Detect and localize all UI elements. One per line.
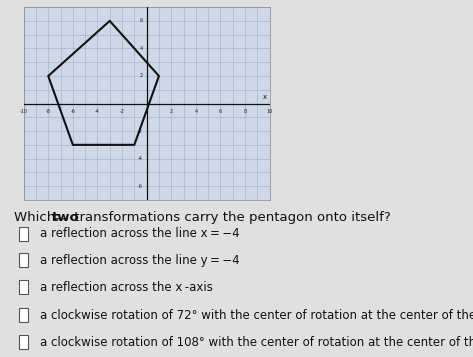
Text: 2: 2 xyxy=(140,74,143,79)
Bar xyxy=(19,280,28,294)
Text: -10: -10 xyxy=(20,109,27,114)
Bar xyxy=(19,253,28,267)
Text: 2: 2 xyxy=(170,109,173,114)
Text: -4: -4 xyxy=(138,156,143,161)
Text: a clockwise rotation of 72° with the center of rotation at the center of the pen: a clockwise rotation of 72° with the cen… xyxy=(40,309,473,322)
Text: 10: 10 xyxy=(266,109,273,114)
Text: a clockwise rotation of 108° with the center of rotation at the center of the pe: a clockwise rotation of 108° with the ce… xyxy=(40,336,473,348)
Text: -8: -8 xyxy=(46,109,51,114)
Text: 6: 6 xyxy=(219,109,222,114)
Text: a reflection across the line y = −4: a reflection across the line y = −4 xyxy=(40,254,240,267)
Text: transformations carry the pentagon onto itself?: transformations carry the pentagon onto … xyxy=(70,211,391,224)
Text: 4: 4 xyxy=(194,109,197,114)
Text: x: x xyxy=(263,94,267,100)
Text: -6: -6 xyxy=(138,183,143,188)
Text: 4: 4 xyxy=(140,46,143,51)
Bar xyxy=(19,227,28,241)
Text: a reflection across the x -axis: a reflection across the x -axis xyxy=(40,281,213,293)
Bar xyxy=(19,308,28,322)
Text: 8: 8 xyxy=(244,109,246,114)
Text: -4: -4 xyxy=(95,109,100,114)
Text: -2: -2 xyxy=(138,129,143,134)
Text: -2: -2 xyxy=(120,109,124,114)
Bar xyxy=(19,335,28,349)
Text: -6: -6 xyxy=(70,109,75,114)
Text: 6: 6 xyxy=(140,19,143,24)
Text: Which: Which xyxy=(14,211,60,224)
Text: a reflection across the line x = −4: a reflection across the line x = −4 xyxy=(40,227,240,240)
Text: two: two xyxy=(52,211,79,224)
